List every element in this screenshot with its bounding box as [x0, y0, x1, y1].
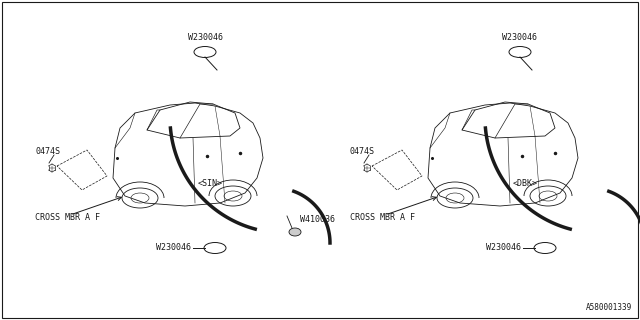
- Text: W230046: W230046: [502, 34, 538, 43]
- Ellipse shape: [289, 228, 301, 236]
- Text: 0474S: 0474S: [350, 148, 375, 156]
- Text: <SIN>: <SIN>: [198, 179, 223, 188]
- Text: <DBK>: <DBK>: [513, 179, 538, 188]
- Text: W230046: W230046: [486, 244, 521, 252]
- Text: W230046: W230046: [188, 34, 223, 43]
- Text: A580001339: A580001339: [586, 303, 632, 312]
- Ellipse shape: [194, 46, 216, 58]
- Text: CROSS MBR A F: CROSS MBR A F: [350, 213, 415, 222]
- Text: W410036: W410036: [300, 215, 335, 225]
- Text: CROSS MBR A F: CROSS MBR A F: [35, 213, 100, 222]
- Ellipse shape: [534, 243, 556, 253]
- Text: 0474S: 0474S: [35, 148, 60, 156]
- Ellipse shape: [204, 243, 226, 253]
- Text: W230046: W230046: [156, 244, 191, 252]
- Ellipse shape: [509, 46, 531, 58]
